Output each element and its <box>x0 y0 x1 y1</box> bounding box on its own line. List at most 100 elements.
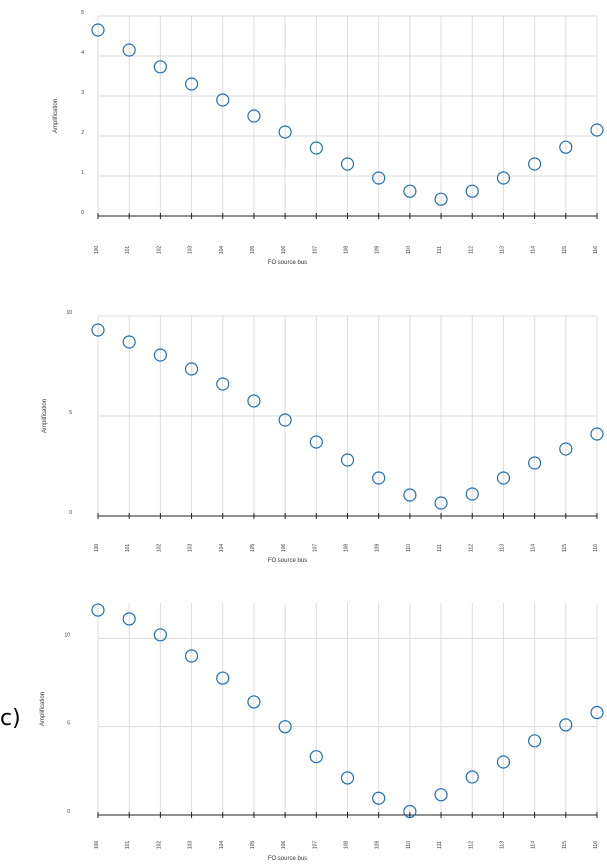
y-tick-label: 0 <box>67 809 70 815</box>
data-point <box>122 612 136 626</box>
x-tick-label: 106 <box>281 841 287 850</box>
x-tick-label: 113 <box>499 841 505 849</box>
data-point <box>91 23 105 37</box>
data-point <box>216 671 230 685</box>
x-tick-label: 100 <box>94 544 100 553</box>
x-tick-label: 112 <box>468 544 474 552</box>
data-point <box>559 718 573 732</box>
x-tick-label: 108 <box>344 841 350 850</box>
x-tick-label: 112 <box>468 841 474 849</box>
y-axis-title: Amplification <box>40 692 46 726</box>
x-tick-label: 113 <box>499 544 505 552</box>
x-tick-label: 109 <box>375 544 381 553</box>
x-tick-label: 105 <box>250 841 256 850</box>
x-tick-label: 101 <box>125 841 131 850</box>
data-point <box>91 323 105 337</box>
data-point <box>528 157 542 171</box>
data-point <box>153 628 167 642</box>
data-point <box>590 705 604 720</box>
x-tick-label: 110 <box>406 246 412 254</box>
x-tick-label: 116 <box>593 841 599 849</box>
x-tick-label: 103 <box>188 544 194 553</box>
x-tick-label: 111 <box>437 544 443 552</box>
x-axis-title: FO source bus <box>268 558 307 564</box>
x-tick-label: 115 <box>562 544 568 552</box>
x-tick-label: 104 <box>219 544 225 553</box>
data-point <box>278 720 292 734</box>
x-tick-label: 104 <box>219 841 225 850</box>
data-point <box>278 125 292 139</box>
x-tick-label: 104 <box>219 246 225 255</box>
x-tick-label: 102 <box>156 841 162 850</box>
x-tick-label: 115 <box>562 246 568 254</box>
panel-label: c) <box>0 706 21 731</box>
y-tick-label: 10 <box>64 632 70 638</box>
y-axis-title: Amplification <box>53 99 59 133</box>
x-tick-label: 114 <box>531 841 537 849</box>
data-point <box>496 171 511 185</box>
data-point <box>247 394 261 408</box>
data-point <box>434 496 448 510</box>
x-tick-label: 106 <box>281 544 287 553</box>
y-tick-label: 1 <box>81 170 84 176</box>
data-point <box>465 770 479 784</box>
y-tick-label: 2 <box>81 130 84 136</box>
data-point <box>184 649 199 663</box>
x-tick-label: 114 <box>531 544 537 552</box>
data-point <box>372 471 386 485</box>
data-point <box>309 141 323 155</box>
x-tick-label: 106 <box>281 246 287 255</box>
y-tick-label: 10 <box>66 310 72 316</box>
data-point <box>340 771 355 785</box>
data-point <box>216 377 230 391</box>
data-point <box>403 184 417 198</box>
data-point <box>216 93 230 107</box>
x-tick-label: 111 <box>437 246 443 254</box>
y-tick-label: 3 <box>81 90 84 96</box>
data-point <box>559 442 573 456</box>
x-tick-label: 108 <box>344 544 350 553</box>
x-tick-label: 105 <box>250 544 256 553</box>
x-tick-label: 100 <box>94 246 100 255</box>
x-tick-label: 115 <box>562 841 568 849</box>
x-tick-label: 107 <box>312 544 318 553</box>
data-point <box>528 734 542 748</box>
x-tick-label: 103 <box>188 841 194 850</box>
data-point <box>340 157 355 171</box>
data-point <box>403 488 417 502</box>
x-tick-label: 105 <box>250 246 256 255</box>
data-point <box>465 487 479 501</box>
x-tick-label: 101 <box>125 544 131 553</box>
x-tick-label: 114 <box>531 246 537 254</box>
data-point <box>309 435 323 449</box>
data-point <box>91 603 105 617</box>
data-point <box>247 695 261 709</box>
x-tick-label: 112 <box>468 246 474 254</box>
x-axis-title: FO source bus <box>268 260 307 266</box>
data-point <box>340 453 355 467</box>
data-point <box>247 109 261 123</box>
chart-panel-2: 0 5 10 100 101 102 103 104 105 106 107 108 109 110 111… <box>42 310 604 564</box>
y-tick-label: 5 <box>69 410 72 416</box>
x-tick-label: 100 <box>94 841 100 850</box>
y-tick-label: 4 <box>81 50 84 56</box>
data-point <box>309 750 323 764</box>
data-point <box>184 362 199 376</box>
y-tick-label: 5 <box>81 10 84 16</box>
chart-panel-3: 0 5 10 100 101 102 103 104 105 106 107 108 109 110 111… <box>40 603 604 862</box>
data-point <box>496 471 511 485</box>
x-tick-label: 109 <box>375 841 381 850</box>
x-tick-label: 110 <box>406 841 412 849</box>
x-tick-label: 101 <box>125 246 131 255</box>
y-tick-label: 0 <box>81 210 84 216</box>
data-point <box>465 184 479 198</box>
data-point <box>528 456 542 470</box>
data-point <box>153 348 167 362</box>
data-point <box>372 791 386 805</box>
x-tick-label: 116 <box>593 246 599 254</box>
data-point <box>590 427 604 441</box>
data-point <box>372 171 386 185</box>
x-tick-label: 116 <box>593 544 599 552</box>
x-tick-label: 107 <box>312 246 318 255</box>
